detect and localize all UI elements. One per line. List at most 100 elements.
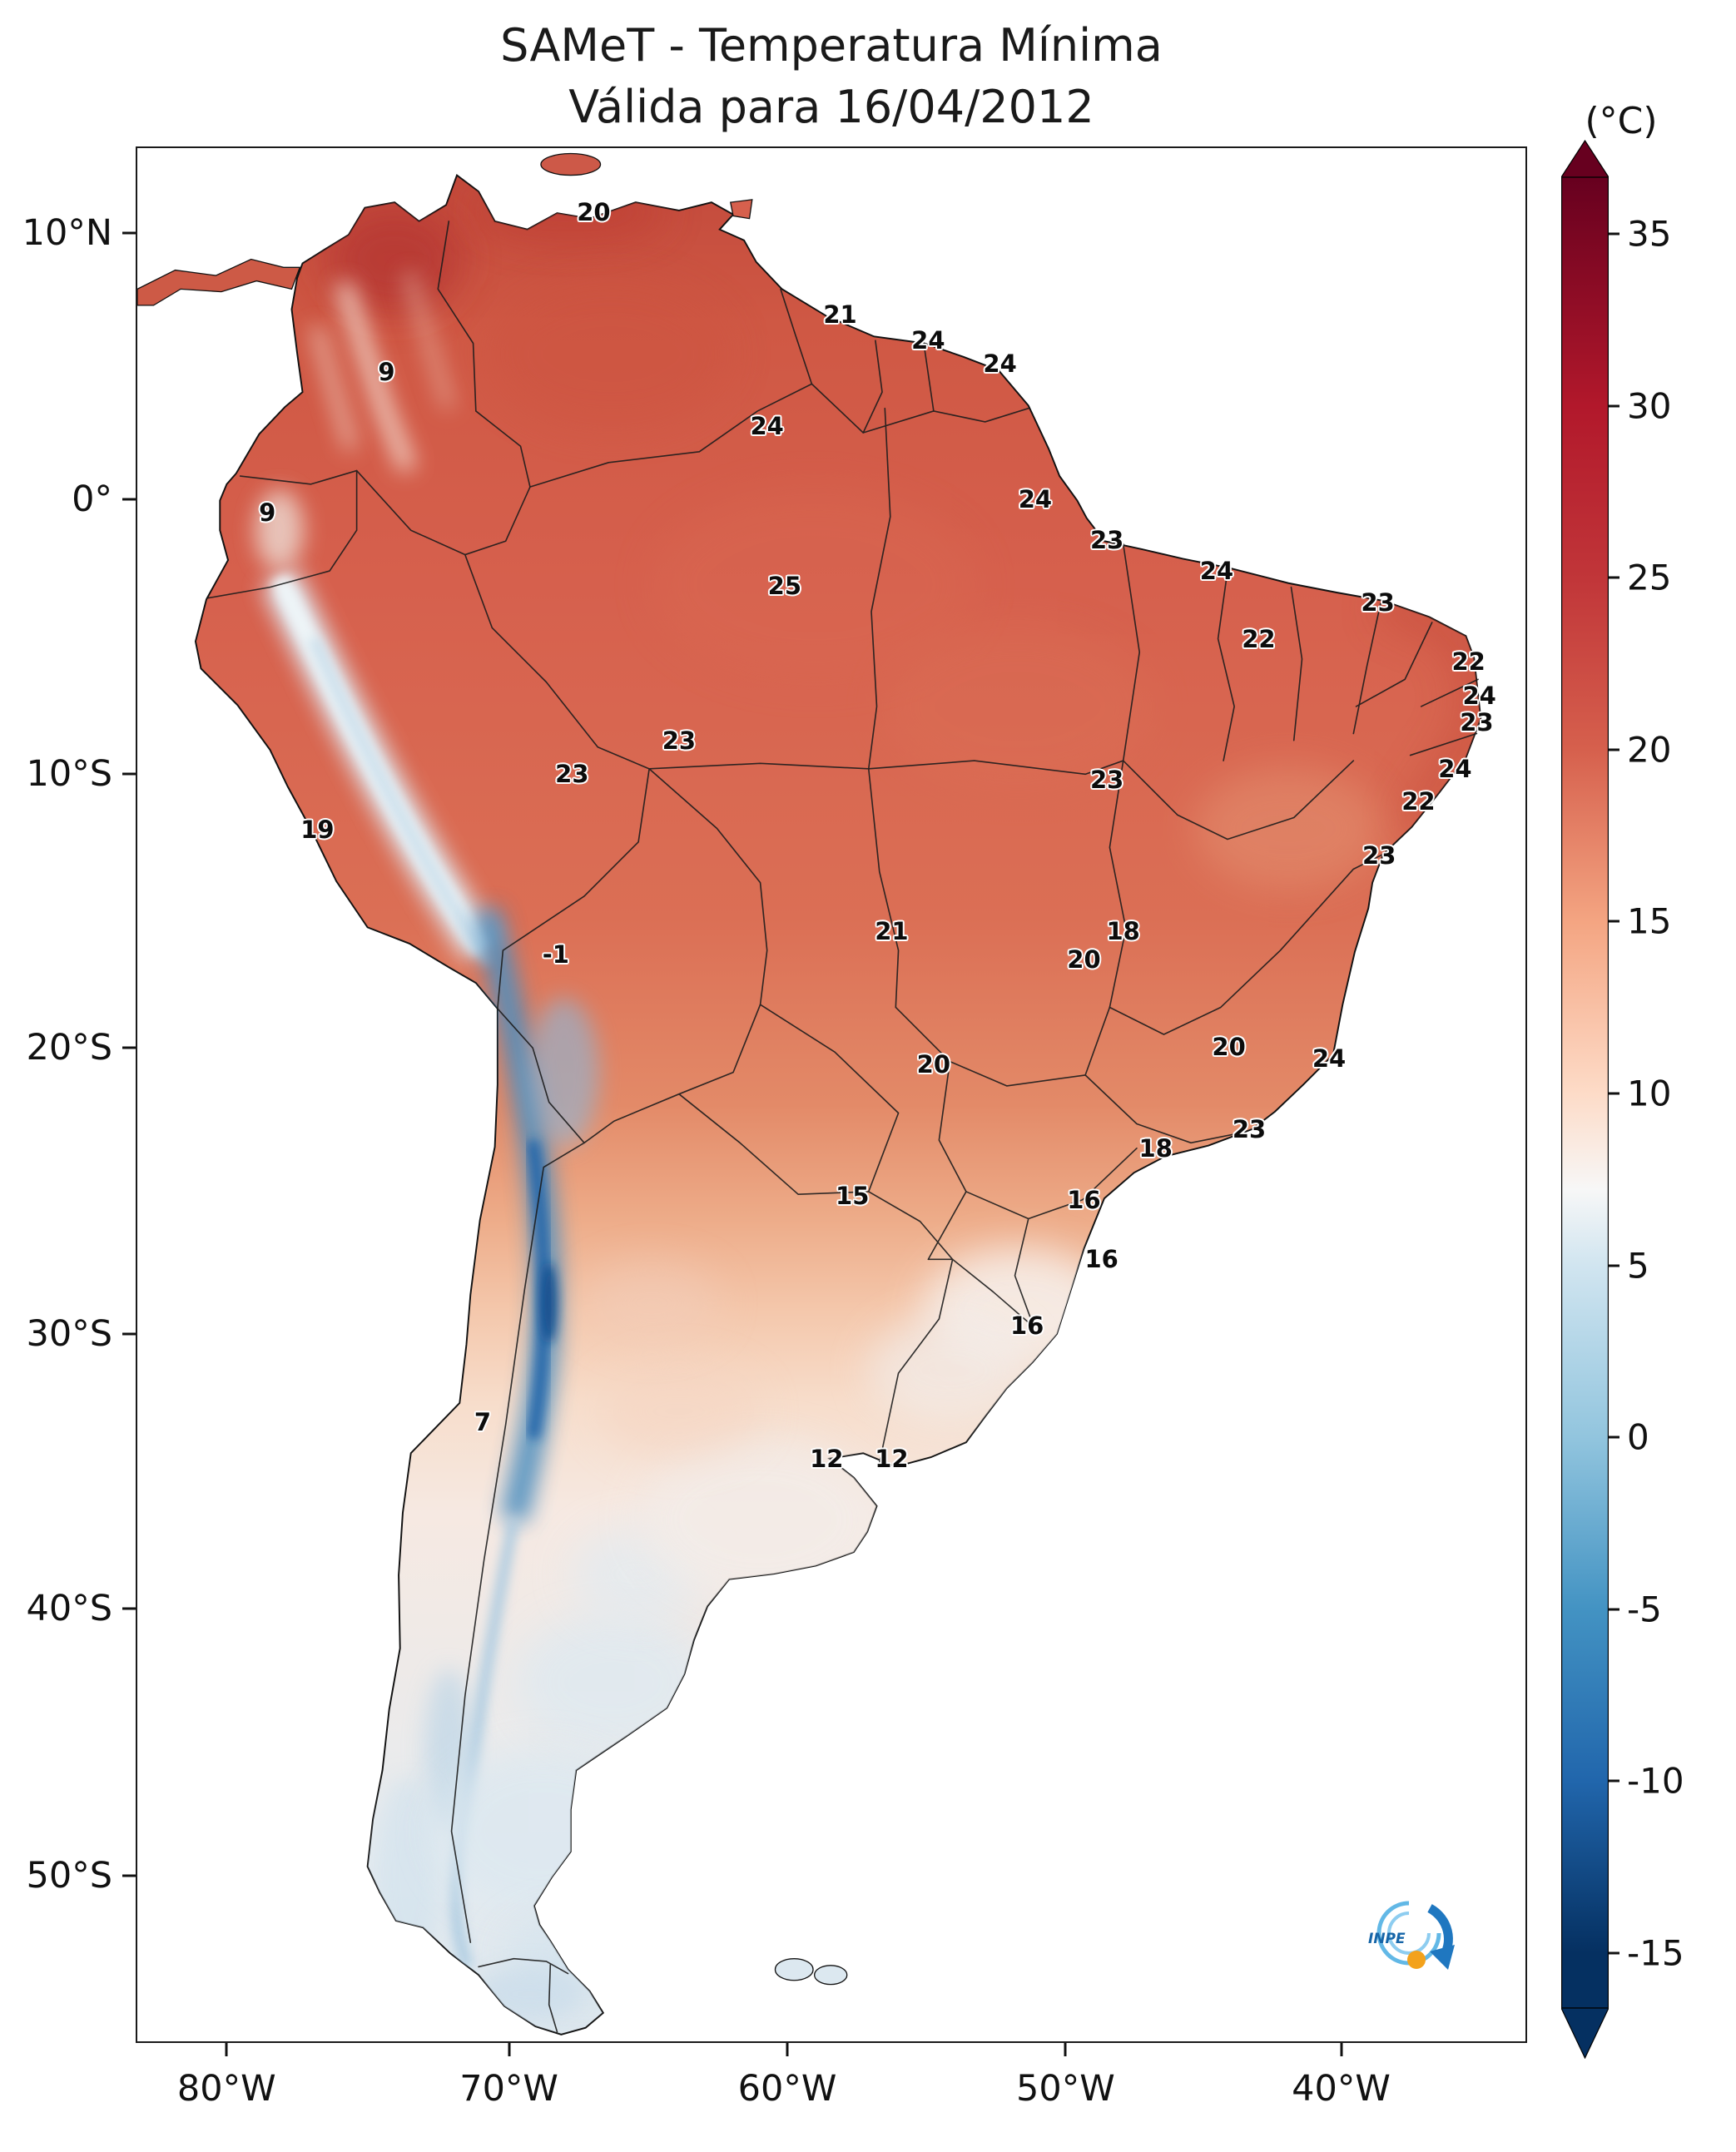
temperature-value-label: 23 [1232,1115,1267,1144]
temperature-value-label: 23 [1089,765,1124,794]
temperature-value-label: 16 [1009,1312,1044,1341]
colorbar-tick-label: -10 [1627,1760,1684,1802]
colorbar-tick-label: 35 [1627,213,1672,255]
temperature-value-label: 23 [1362,841,1396,870]
temperature-value-label: 23 [1361,588,1395,617]
colorbar-tick-label: 10 [1627,1073,1672,1114]
temperature-labels-layer: 20 21 24 24 9 24 24 23 9 24 23 25 22 22 24 23 23 23 23 24 22… [137,148,1525,2041]
temperature-value-label: 7 [474,1407,492,1436]
temperature-value-label: 21 [875,917,909,946]
lat-tick-label: 30°S [26,1313,112,1356]
colorbar-tick-mark [1609,404,1619,408]
lon-tick-label: 60°W [737,2068,837,2110]
temperature-value-label: 24 [983,349,1017,378]
continent-shape [194,173,1482,2035]
inpe-logo: INPE [1347,1891,1471,1987]
temperature-value-label: 20 [577,197,611,226]
figure-title: SAMeT - Temperatura Mínima Válida para 1… [136,15,1527,138]
map-plot: 20 21 24 24 9 24 24 23 9 24 23 25 22 22 24 23 23 23 23 24 22… [136,146,1527,2043]
temperature-value-label: 24 [1018,484,1053,513]
colorbar-tick-mark [1609,1608,1619,1611]
south-america-map [137,152,1482,2035]
temperature-value-label: 22 [1451,647,1486,677]
lat-tick-mark [122,1332,136,1336]
country-state-borders [206,221,1479,2033]
temperature-value-label: -1 [542,940,569,969]
temperature-value-label: 18 [1106,917,1140,946]
colorbar-tick-mark [1609,1264,1619,1267]
temperature-value-label: 24 [1199,557,1234,586]
lon-tick-mark [1340,2043,1343,2056]
temperature-value-label: 23 [1089,525,1124,554]
colorbar-tick-label: 0 [1627,1416,1649,1458]
temperature-value-label: 16 [1067,1185,1101,1214]
colorbar-tick-mark [1609,232,1619,236]
temperature-value-label: 22 [1401,786,1436,816]
lon-tick-mark [786,2043,789,2056]
colorbar-unit-label: (°C) [1585,100,1658,142]
logo-orange-dot [1407,1951,1426,1969]
logo-text: INPE [1368,1931,1406,1947]
lon-tick-label: 70°W [459,2068,558,2110]
temperature-value-label: 25 [767,572,802,600]
temperature-value-label: 24 [750,411,784,440]
temperature-value-label: 23 [555,760,589,789]
lat-tick-mark [122,1607,136,1610]
lat-tick-mark [122,1046,136,1049]
colorbar-body [1561,176,1609,2009]
colorbar-tick-mark [1609,748,1619,751]
title-line-1: SAMeT - Temperatura Mínima [500,19,1163,72]
colorbar-tick-mark [1609,1092,1619,1095]
colorbar [1560,139,1610,2060]
logo-arrow-head [1430,1945,1455,1970]
lat-tick-label: 40°S [26,1587,112,1629]
colorbar-tick-mark [1609,576,1619,579]
temperature-value-label: 24 [1438,754,1472,783]
colorbar-tick-label: 25 [1627,557,1672,598]
colorbar-tick-mark [1609,920,1619,923]
lat-tick-label: 50°S [26,1855,112,1897]
lon-tick-mark [225,2043,228,2056]
lat-tick-label: 20°S [26,1027,112,1069]
colorbar-tick-mark [1609,1951,1619,1955]
temperature-value-label: 24 [1462,681,1496,710]
temperature-value-label: 12 [810,1444,844,1473]
colorbar-tick-label: 20 [1627,729,1672,771]
temperature-value-label: 9 [378,357,395,386]
temperature-value-label: 20 [1212,1032,1246,1061]
lat-tick-label: 10°N [22,212,112,255]
temperature-value-label: 21 [823,300,857,330]
colorbar-tick-label: 5 [1627,1245,1649,1287]
temperature-value-label: 18 [1138,1133,1173,1163]
lat-tick-mark [122,1874,136,1877]
lon-tick-mark [1064,2043,1067,2056]
temperature-value-label: 23 [1460,708,1494,737]
temperature-value-label: 24 [1312,1044,1347,1074]
islands [137,152,848,1986]
temperature-value-label: 15 [836,1181,870,1210]
colorbar-tick-label: 30 [1627,385,1672,427]
colorbar-tick-mark [1609,1435,1619,1439]
lat-tick-label: 10°S [26,752,112,795]
lon-tick-label: 50°W [1016,2068,1115,2110]
colorbar-tick-mark [1609,1779,1619,1783]
temperature-value-label: 20 [1067,945,1101,974]
temperature-value-label: 23 [662,726,697,755]
longitude-axis: 80°W 70°W 60°W 50°W 40°W [136,2043,1527,2135]
temperature-value-label: 19 [300,816,335,845]
temperature-value-label: 9 [259,498,276,528]
colorbar-tick-label: -5 [1627,1589,1662,1630]
colorbar-tick-label: 15 [1627,900,1672,942]
latitude-axis: 10°N 0° 10°S 20°S 30°S 40°S 50°S [0,146,136,2043]
colorbar-ticks: 35 30 25 20 15 10 5 0 -5 -10 -15 [1609,177,1725,2008]
lon-tick-mark [508,2043,511,2056]
lat-tick-label: 0° [72,478,112,521]
lon-tick-label: 80°W [176,2068,276,2110]
lat-tick-mark [122,231,136,235]
colorbar-gradient-bar [1560,139,1610,2060]
lat-tick-mark [122,772,136,776]
lon-tick-label: 40°W [1292,2068,1391,2110]
temperature-value-label: 16 [1084,1245,1118,1274]
colorbar-bottom-arrow [1560,2007,1610,2060]
